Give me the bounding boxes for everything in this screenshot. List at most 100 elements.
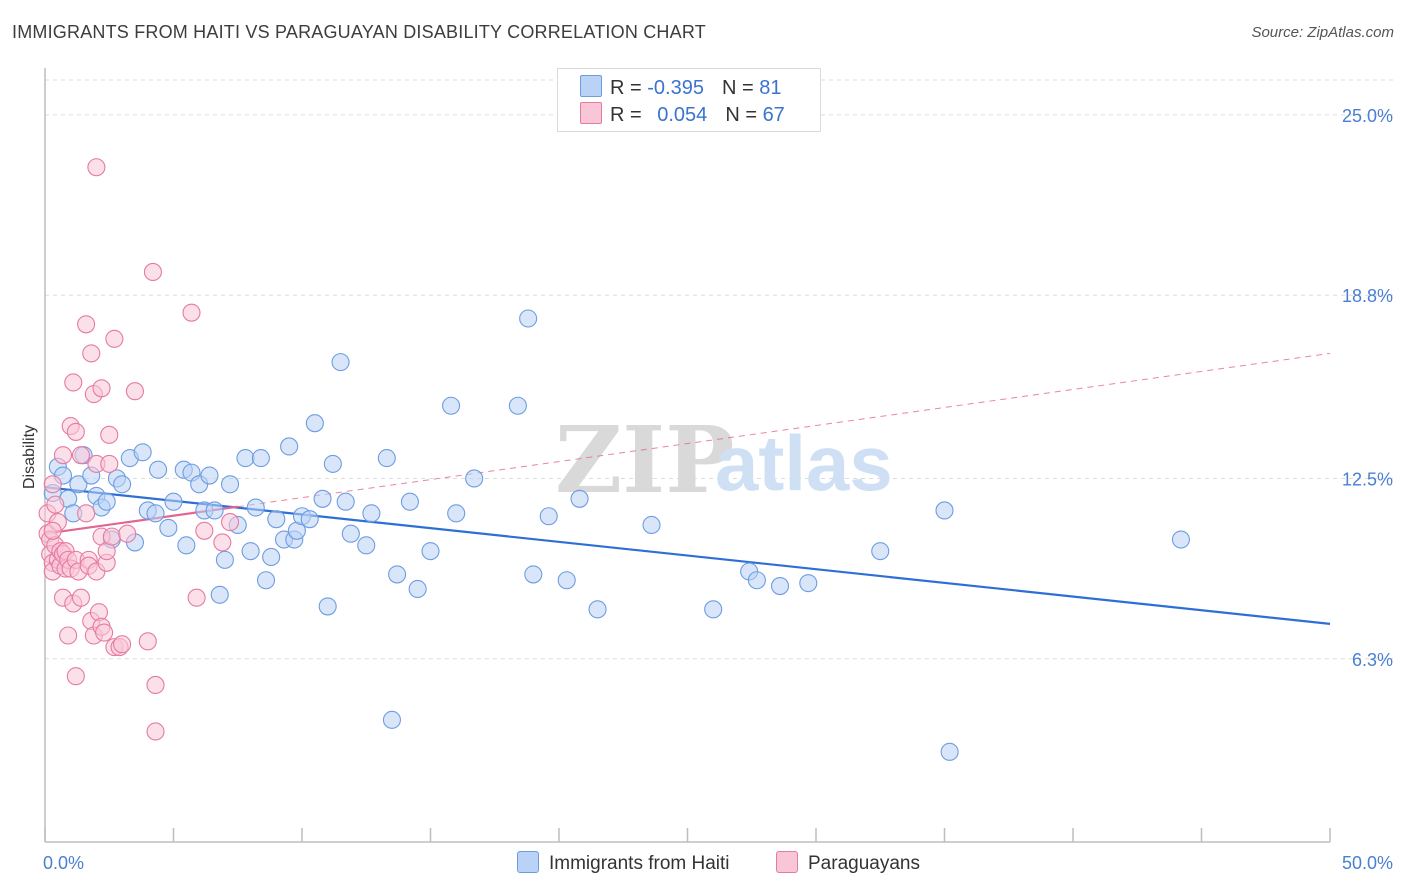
axes [44,68,1331,843]
data-point-paraguayans [100,425,119,444]
data-point-paraguayans [77,504,96,523]
data-point-haiti [935,501,954,520]
data-point-haiti [570,489,589,508]
data-point-paraguayans [195,521,214,540]
legend-row-paraguayans: R = 0.054 N = 67 [580,102,785,126]
legend-item-haiti[interactable]: Immigrants from Haiti [517,851,730,875]
legend-r-label: R = [610,104,648,126]
data-point-paraguayans [43,475,62,494]
data-point-haiti [267,510,286,529]
data-point-paraguayans [71,446,91,465]
data-point-haiti [97,492,116,511]
data-point-haiti [377,449,396,468]
y-tick-label: 12.5% [1342,469,1393,489]
data-point-haiti [557,571,576,590]
data-point-paraguayans [100,454,119,473]
data-point-paraguayans [143,262,162,282]
data-point-haiti [220,475,240,494]
data-point-paraguayans [43,521,62,540]
legend-swatch-haiti [517,851,539,873]
series-legend: Immigrants from Haiti Paraguayans [0,851,1406,877]
data-point-haiti [210,585,229,604]
data-point-haiti [1171,530,1190,549]
trend-line-paraguayans-extension [237,352,1331,508]
grid-lines [45,79,1395,660]
data-point-haiti [747,571,766,590]
data-point-haiti [251,449,270,468]
legend-n-label: N = [721,77,760,99]
data-point-paraguayans [66,667,85,686]
data-point-haiti [336,492,355,511]
data-point-haiti [200,466,219,485]
data-point-paraguayans [118,524,137,543]
data-point-paraguayans [138,632,157,651]
legend-row-haiti: R = -0.395 N = 81 [580,75,781,99]
legend-swatch-paraguayans [776,851,798,873]
data-point-paraguayans [146,722,165,741]
x-tick-label: 50.0% [1342,853,1393,873]
series-haiti-points [43,309,1190,761]
data-point-haiti [300,510,319,529]
legend-item-paraguayans[interactable]: Paraguayans [776,851,920,875]
data-point-paraguayans [46,495,65,514]
data-point-paraguayans [71,588,91,607]
data-point-haiti [323,454,342,473]
correlation-legend: R = -0.395 N = 81 R = 0.054 N = 67 [557,68,821,132]
data-point-haiti [357,536,376,555]
data-point-paraguayans [187,588,206,607]
data-point-haiti [940,742,959,761]
legend-n-label: N = [725,104,763,126]
data-point-haiti [382,710,402,729]
data-point-haiti [447,504,466,523]
chart-title: IMMIGRANTS FROM HAITI VS PARAGUAYAN DISA… [12,22,706,42]
y-tick-label: 6.3% [1352,650,1393,670]
data-point-paraguayans [95,623,114,642]
tick-labels: 6.3% 12.5% 18.8% 25.0% 0.0% 50.0% [43,106,1393,873]
data-point-haiti [519,309,538,328]
data-point-haiti [642,515,661,535]
data-point-paraguayans [53,446,73,465]
legend-swatch-paraguayans [580,102,602,124]
data-point-haiti [313,489,332,508]
data-point-haiti [539,507,558,526]
data-point-haiti [280,437,299,456]
data-point-haiti [159,518,178,537]
data-point-paraguayans [87,158,106,177]
data-point-haiti [113,475,132,494]
data-point-haiti [524,565,543,584]
data-point-paraguayans [213,533,232,552]
data-point-haiti [246,498,265,517]
data-point-haiti [400,492,419,511]
data-point-haiti [871,542,890,561]
data-point-paraguayans [92,379,111,398]
data-point-haiti [588,600,607,619]
data-point-haiti [241,542,260,561]
data-point-haiti [465,469,484,488]
data-point-haiti [133,443,152,462]
data-point-haiti [388,565,407,584]
legend-n-value: 81 [759,77,782,99]
data-point-haiti [262,547,281,567]
legend-n-value: 67 [762,104,785,126]
data-point-paraguayans [125,382,144,401]
data-point-haiti [341,524,360,543]
y-tick-label: 18.8% [1342,286,1393,306]
data-point-paraguayans [102,527,121,546]
x-tick-label: 0.0% [43,853,84,873]
data-point-haiti [205,501,224,520]
source-credit: Source: ZipAtlas.com [1251,24,1394,41]
data-point-haiti [318,597,337,616]
data-point-haiti [305,414,324,433]
data-point-paraguayans [113,635,132,654]
data-point-haiti [770,577,790,596]
data-point-haiti [256,571,276,590]
series-paraguayans-points [38,158,240,741]
data-point-haiti [69,475,88,494]
data-point-paraguayans [66,422,85,441]
data-point-haiti [236,449,255,468]
legend-r-label: R = [610,77,648,99]
watermark: ZIP atlas [555,406,893,514]
legend-label-paraguayans: Paraguayans [808,853,920,874]
legend-swatch-haiti [580,75,602,97]
